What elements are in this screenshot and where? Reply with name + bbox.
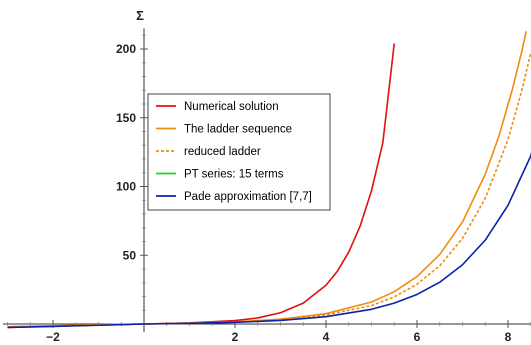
axes: xΣ: [2, 8, 531, 333]
y-tick-label: 150: [116, 111, 136, 125]
x-tick-label: 8: [505, 330, 512, 344]
ticks: −2 2 4 6 8 50 100 150 200: [7, 34, 531, 344]
legend-label-0: Numerical solution: [184, 101, 279, 113]
x-tick-label: 2: [232, 330, 239, 344]
series-curves: [7, 31, 531, 329]
legend-label-4: Pade approximation [7,7]: [184, 191, 312, 203]
y-tick-label: 200: [116, 42, 136, 56]
series-line-4: [7, 152, 531, 329]
legend-label-3: PT series: 15 terms: [184, 169, 284, 181]
legend-box: [147, 93, 331, 211]
legend-label-1: The ladder sequence: [184, 124, 292, 136]
x-tick-label: 6: [414, 330, 421, 344]
legend-label-2: reduced ladder: [184, 146, 261, 158]
y-axis-title: Σ: [136, 8, 144, 23]
legend: Numerical solution The ladder sequence red…: [147, 93, 331, 211]
x-tick-label: −2: [46, 330, 60, 344]
x-tick-label: 4: [323, 330, 330, 344]
y-tick-label: 100: [116, 180, 136, 194]
y-tick-label: 50: [123, 248, 137, 262]
